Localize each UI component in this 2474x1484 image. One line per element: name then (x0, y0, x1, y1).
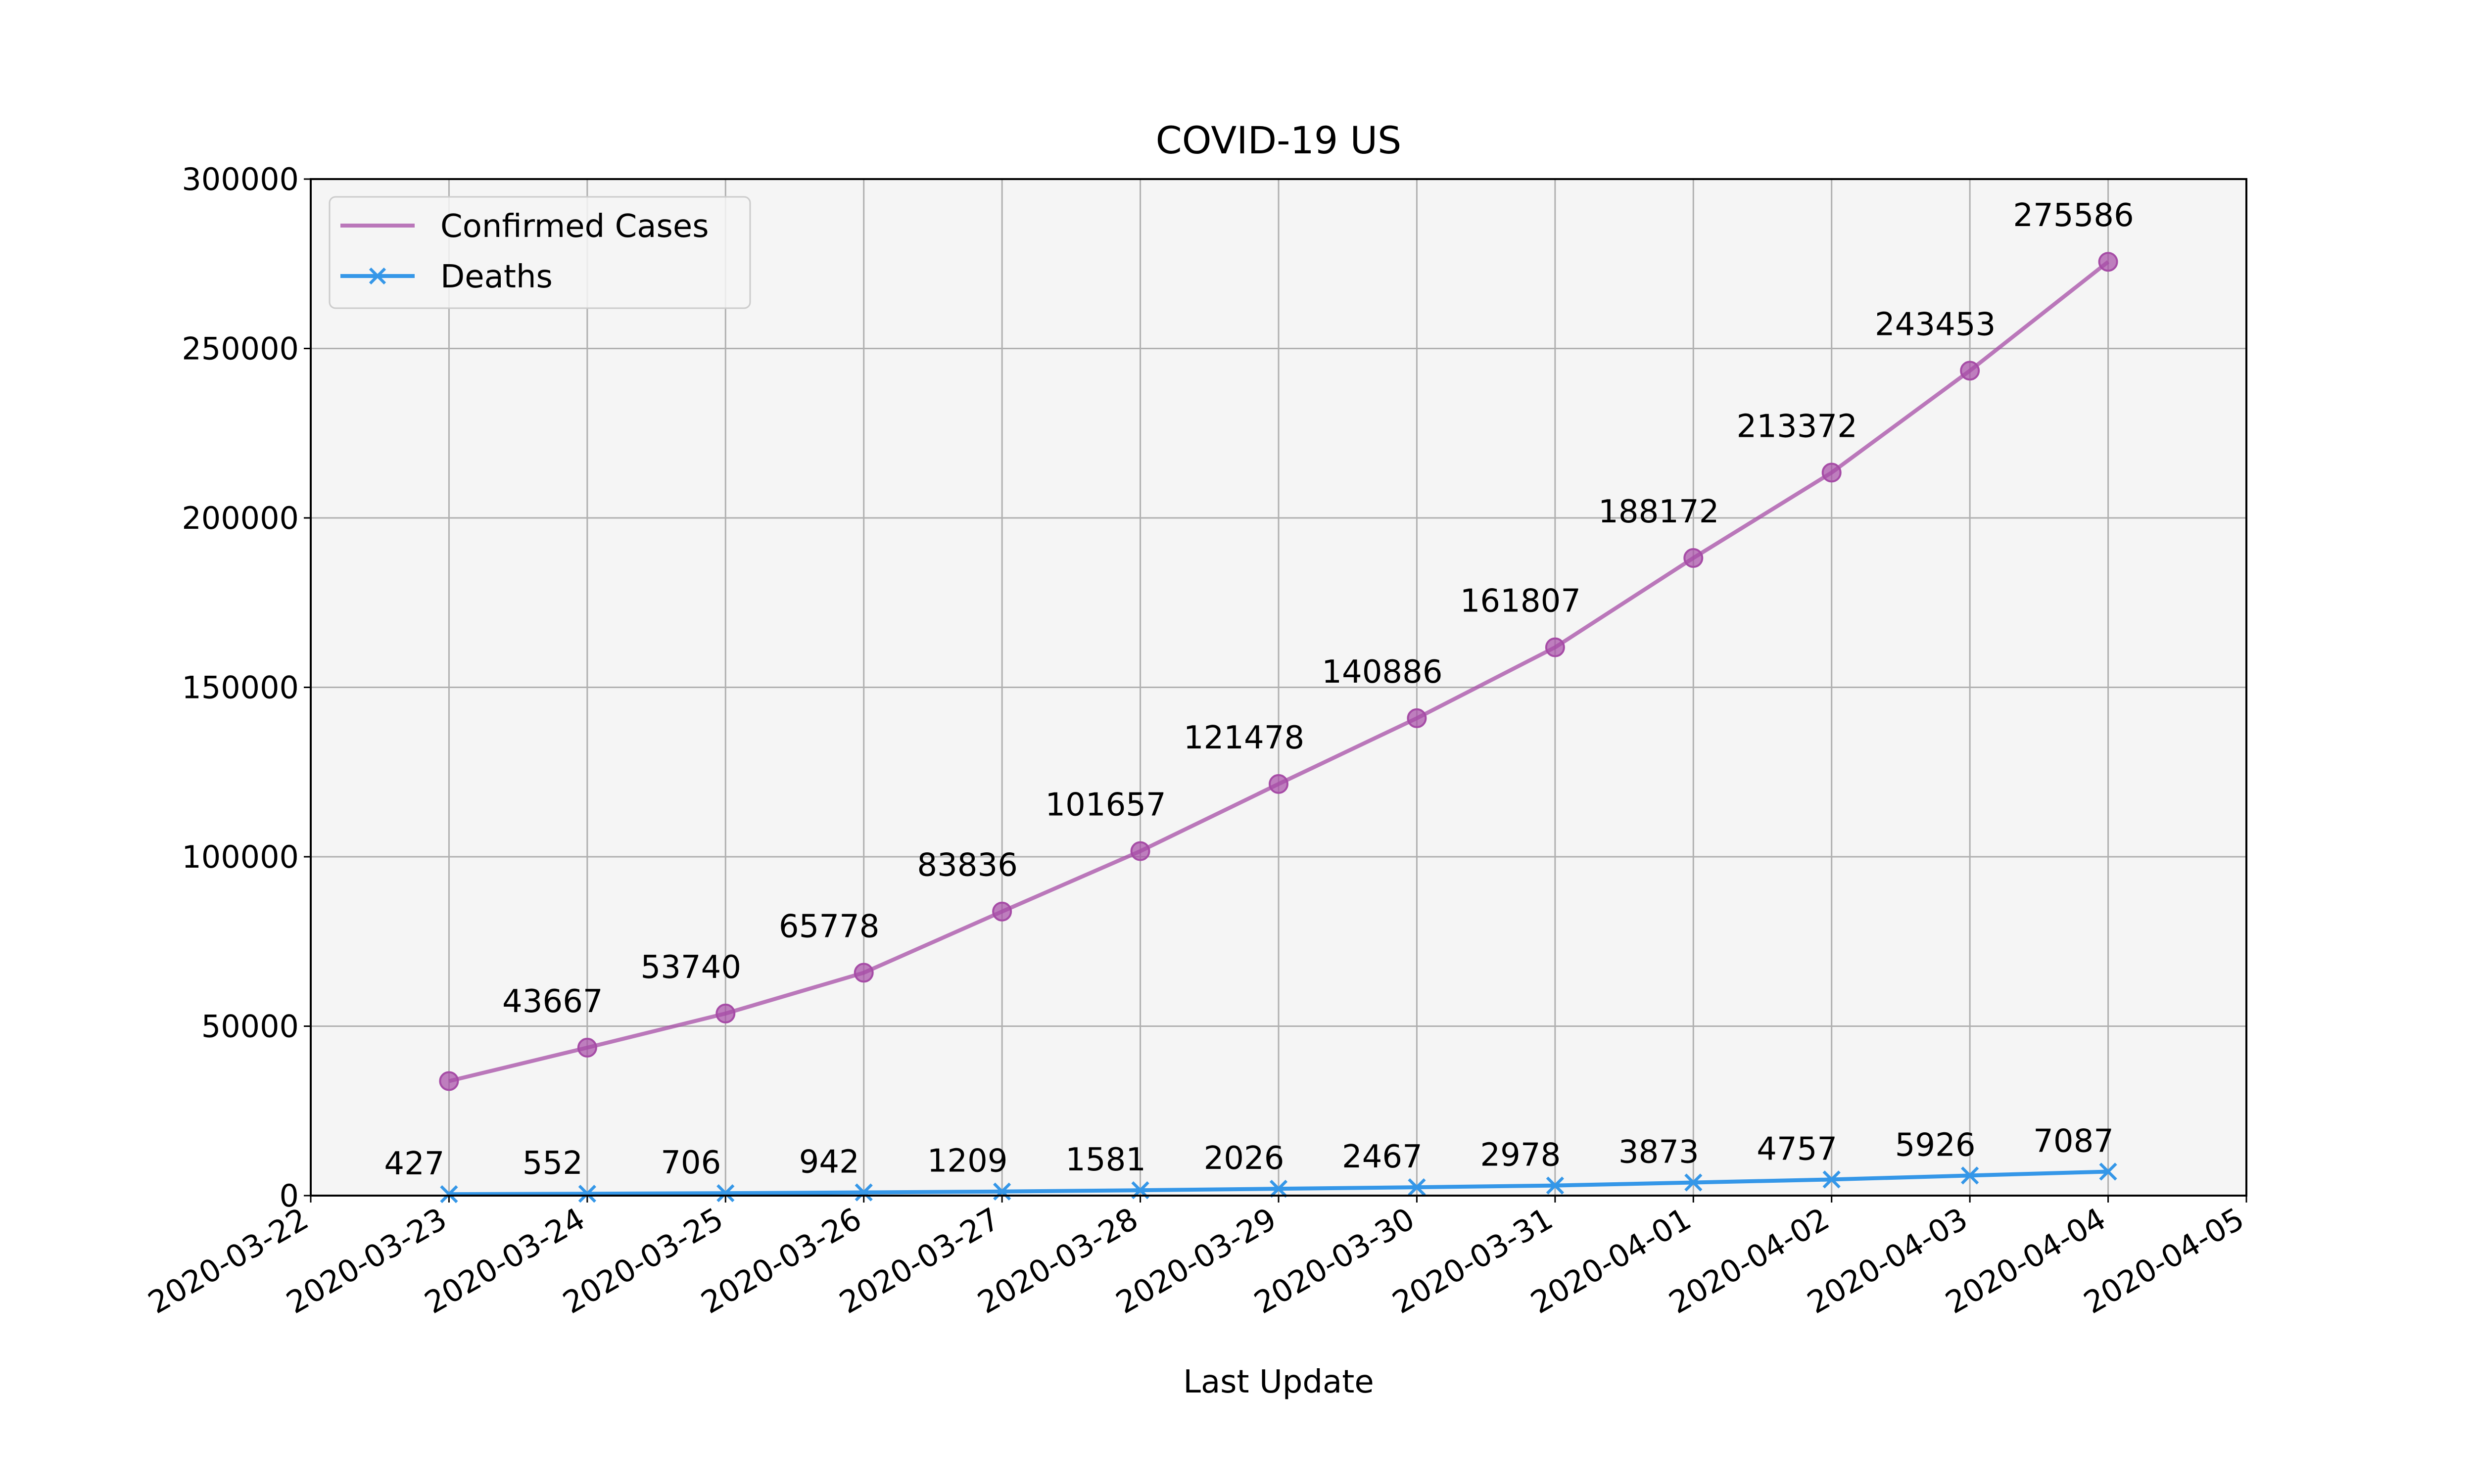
y-tick-label: 150000 (182, 670, 299, 706)
confirmed-point (439, 1071, 459, 1091)
confirmed-point (1960, 361, 1980, 381)
deaths-data-label: 427 (384, 1146, 444, 1182)
deaths-point (440, 1185, 458, 1204)
deaths-point (1546, 1176, 1564, 1195)
confirmed-data-label: 275586 (2013, 197, 2134, 234)
deaths-point (578, 1185, 596, 1203)
y-tick-label: 250000 (182, 331, 299, 367)
x-axis-label: Last Update (1183, 1364, 1374, 1400)
y-tick-label: 100000 (182, 839, 299, 875)
confirmed-point (577, 1037, 597, 1058)
confirmed-data-label: 121478 (1184, 720, 1304, 756)
confirmed-data-label: 140886 (1322, 654, 1442, 691)
deaths-data-label: 2467 (1342, 1139, 1423, 1175)
deaths-point (716, 1184, 735, 1203)
deaths-data-label: 942 (799, 1144, 859, 1181)
confirmed-point (1130, 841, 1150, 861)
legend-label-deaths: Deaths (440, 259, 553, 295)
confirmed-point (992, 901, 1012, 922)
confirmed-data-label: 53740 (640, 949, 741, 986)
deaths-point (855, 1183, 873, 1202)
chart-title: COVID-19 US (1156, 118, 1402, 162)
confirmed-point (854, 963, 874, 983)
deaths-data-label: 706 (661, 1145, 721, 1181)
confirmed-point (1269, 774, 1288, 794)
confirmed-data-label: 65778 (779, 908, 880, 945)
confirmed-data-label: 101657 (1045, 787, 1166, 824)
deaths-data-label: 7087 (2033, 1123, 2114, 1159)
y-tick-label: 200000 (182, 500, 299, 536)
deaths-data-label: 4757 (1757, 1131, 1837, 1167)
legend: Confirmed Cases Deaths (329, 196, 751, 309)
deaths-point (993, 1182, 1011, 1201)
deaths-data-label: 552 (523, 1145, 583, 1182)
deaths-point (1961, 1166, 1979, 1185)
deaths-data-label: 5926 (1895, 1127, 1976, 1163)
y-tick-label: 0 (280, 1178, 299, 1214)
deaths-data-label: 2978 (1480, 1137, 1561, 1174)
confirmed-data-label: 213372 (1737, 408, 1857, 445)
deaths-point (1822, 1170, 1841, 1189)
confirmed-point (1407, 708, 1427, 728)
confirmed-point (1821, 463, 1842, 483)
confirmed-data-label: 161807 (1460, 583, 1581, 620)
data-labels: 43667 53740 65778 83836 101657 121478 140886 16… (384, 197, 2134, 1182)
confirmed-point (2098, 252, 2118, 272)
legend-box (329, 196, 751, 309)
y-tick-label: 50000 (201, 1009, 299, 1045)
confirmed-data-label: 83836 (917, 847, 1018, 884)
legend-marker-deaths (369, 267, 386, 285)
confirmed-data-label: 43667 (502, 983, 603, 1020)
confirmed-data-label: 243453 (1875, 306, 1996, 343)
series-layer (439, 252, 2118, 1204)
deaths-point (1269, 1179, 1288, 1198)
deaths-point (1408, 1178, 1426, 1197)
confirmed-data-label: 188172 (1598, 494, 1719, 530)
confirmed-point (715, 1003, 736, 1023)
deaths-point (2099, 1162, 2117, 1181)
confirmed-point (1683, 548, 1704, 568)
legend-label-confirmed: Confirmed Cases (440, 208, 709, 245)
deaths-data-label: 1581 (1065, 1142, 1146, 1178)
y-tick-label: 300000 (182, 161, 299, 197)
deaths-point (1684, 1173, 1703, 1192)
deaths-data-label: 2026 (1204, 1140, 1285, 1177)
deaths-data-label: 3873 (1618, 1134, 1699, 1170)
confirmed-point (1545, 637, 1565, 657)
deaths-data-label: 1209 (927, 1143, 1008, 1180)
